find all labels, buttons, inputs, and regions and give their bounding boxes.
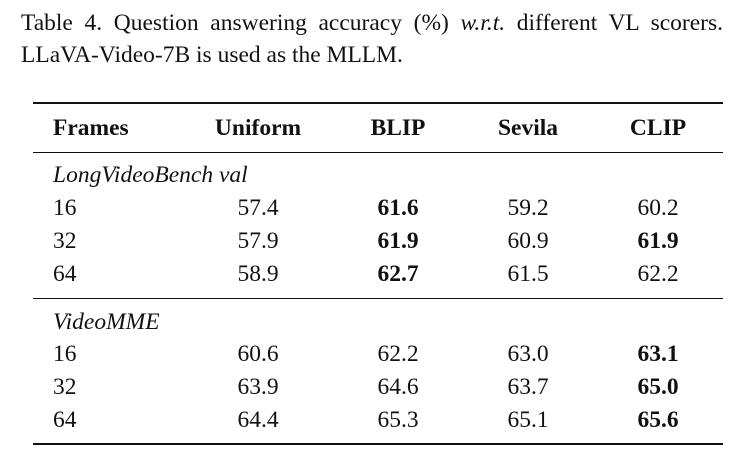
- table-cell: 65.3: [377, 407, 419, 433]
- table-cell: 62.2: [637, 261, 679, 287]
- table-cell-best: 65.0: [637, 374, 679, 400]
- table-cell-best: 61.9: [637, 228, 679, 254]
- table-caption: Table 4. Question answering accuracy (%)…: [21, 7, 723, 71]
- caption-prefix: Table 4. Question answering accuracy (%): [21, 10, 461, 36]
- table-cell: 16: [53, 341, 77, 367]
- table-cell: 63.7: [507, 374, 549, 400]
- table-cell: 16: [53, 195, 77, 221]
- table-cell: 62.2: [377, 341, 419, 367]
- table-cell: 64.6: [377, 374, 419, 400]
- table-cell: 59.2: [507, 195, 549, 221]
- header-frames: Frames: [53, 115, 129, 141]
- table-cell: 64: [53, 407, 77, 433]
- table-cell: 64: [53, 261, 77, 287]
- caption-wrt: w.r.t.: [460, 10, 506, 36]
- table-cell-best: 63.1: [637, 341, 679, 367]
- top-rule: [33, 102, 723, 104]
- table-cell: 60.9: [507, 228, 549, 254]
- header-rule: [33, 152, 723, 153]
- table-cell: 61.5: [507, 261, 549, 287]
- header-clip: CLIP: [629, 115, 687, 141]
- table-cell: 63.0: [507, 341, 549, 367]
- header-sevila: Sevila: [497, 115, 559, 141]
- table-cell: 65.1: [507, 407, 549, 433]
- table-cell: 60.2: [637, 195, 679, 221]
- group-label: VideoMME: [53, 309, 160, 335]
- table-cell: 58.9: [237, 261, 279, 287]
- table-cell: 60.6: [237, 341, 279, 367]
- table-cell-best: 65.6: [637, 407, 679, 433]
- table-cell-best: 62.7: [377, 261, 419, 287]
- table-cell: 32: [53, 374, 77, 400]
- table-cell: 63.9: [237, 374, 279, 400]
- group-rule: [33, 298, 723, 299]
- table-cell-best: 61.6: [377, 195, 419, 221]
- header-uniform: Uniform: [214, 115, 302, 141]
- table-cell-best: 61.9: [377, 228, 419, 254]
- table-cell: 32: [53, 228, 77, 254]
- caption-suffix: different VL scorers. LLaVA-Video-7B is …: [21, 10, 723, 68]
- table-cell: 57.4: [237, 195, 279, 221]
- table-cell: 64.4: [237, 407, 279, 433]
- bottom-rule: [33, 443, 723, 445]
- header-blip: BLIP: [370, 115, 426, 141]
- group-label: LongVideoBench val: [53, 162, 248, 188]
- table-cell: 57.9: [237, 228, 279, 254]
